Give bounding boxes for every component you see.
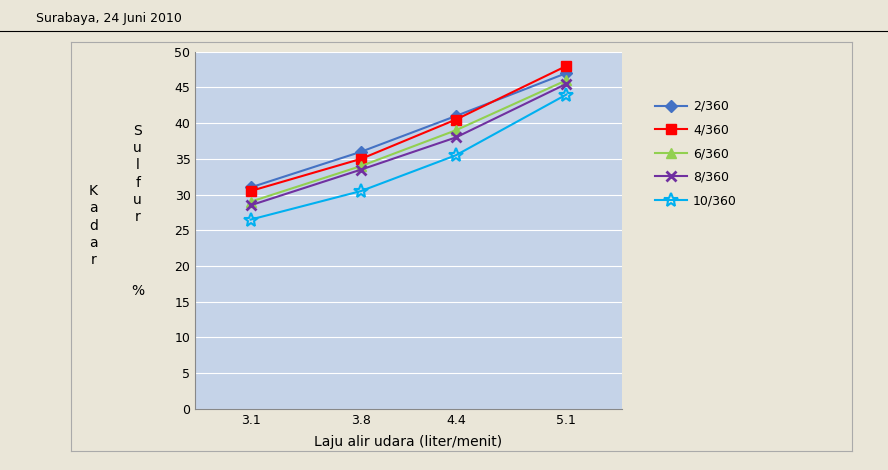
6/360 [245,199,256,204]
Legend: 2/360, 4/360, 6/360, 8/360, 10/360: 2/360, 4/360, 6/360, 8/360, 10/360 [649,94,743,214]
6/360 [561,78,572,83]
8/360 [561,81,572,86]
Line: 2/360: 2/360 [247,69,570,192]
2/360 [245,185,256,190]
2/360 [356,149,367,155]
6/360 [356,163,367,169]
2/360 [450,113,461,119]
4/360 [356,156,367,162]
Line: 6/360: 6/360 [246,75,571,207]
10/360 [245,217,256,222]
4/360 [245,188,256,194]
10/360 [356,188,367,194]
2/360 [561,70,572,76]
Line: 10/360: 10/360 [243,87,574,227]
Text: S
u
l
f
u
r: S u l f u r [133,124,142,224]
8/360 [450,134,461,140]
10/360 [450,152,461,158]
8/360 [356,167,367,172]
10/360 [561,92,572,97]
X-axis label: Laju alir udara (liter/menit): Laju alir udara (liter/menit) [314,435,503,449]
6/360 [450,127,461,133]
Text: K
a
d
a
r: K a d a r [89,184,98,267]
Text: Surabaya, 24 Juni 2010: Surabaya, 24 Juni 2010 [36,12,181,25]
4/360 [450,117,461,122]
4/360 [561,63,572,69]
8/360 [245,203,256,208]
Line: 4/360: 4/360 [246,61,571,196]
Line: 8/360: 8/360 [246,79,571,210]
Text: %: % [131,284,144,298]
